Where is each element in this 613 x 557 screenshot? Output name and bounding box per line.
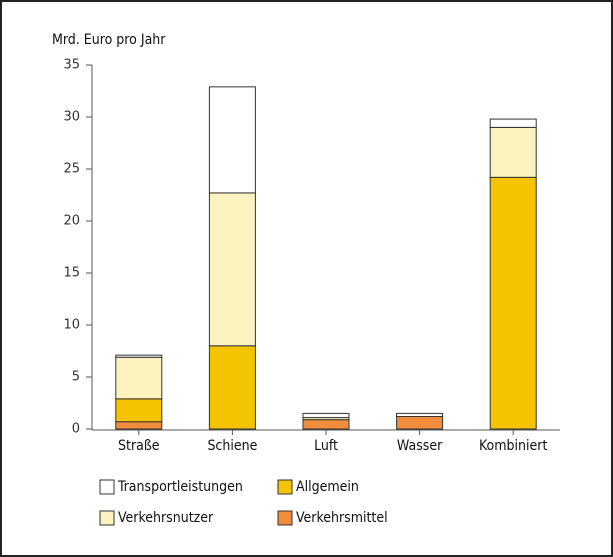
bar-segment	[396, 416, 444, 430]
x-tick-label: Straße	[118, 438, 160, 454]
x-tick-label: Schiene	[207, 438, 257, 454]
bar-segment	[208, 345, 256, 430]
legend-label: Verkehrsnutzer	[118, 510, 214, 526]
bar-segment	[208, 192, 256, 347]
x-tick-label: Luft	[314, 438, 338, 454]
x-tick-label: Kombiniert	[479, 438, 547, 454]
bar-segment	[208, 86, 256, 194]
y-tick-label: 20	[63, 214, 80, 229]
y-tick-label: 25	[63, 162, 80, 177]
bar-segment	[115, 398, 163, 423]
legend-swatch	[277, 510, 293, 526]
bar-segment	[489, 176, 537, 430]
y-axis-label: Mrd. Euro pro Jahr	[52, 32, 166, 48]
legend-swatch	[277, 479, 293, 495]
legend-label: Allgemein	[296, 479, 359, 495]
bar-segment	[489, 126, 537, 178]
bar-segment	[489, 118, 537, 128]
bar-segment	[302, 419, 350, 430]
y-tick-label: 5	[72, 370, 80, 385]
bar-segment	[302, 412, 350, 419]
x-tick-label: Wasser	[397, 438, 443, 454]
y-tick-label: 15	[63, 266, 80, 281]
y-tick-label: 10	[63, 318, 80, 333]
legend-label: Transportleistungen	[117, 479, 243, 495]
bar-segment	[115, 356, 163, 400]
legend-label: Verkehrsmittel	[296, 510, 388, 526]
y-tick-label: 35	[63, 58, 80, 73]
bar-segment	[115, 421, 163, 430]
legend-swatch	[99, 510, 115, 526]
bar-segment	[115, 354, 163, 358]
y-tick-label: 0	[72, 422, 80, 437]
y-tick-label: 30	[63, 110, 80, 125]
bar-segment	[396, 412, 444, 418]
legend-swatch	[99, 479, 115, 495]
